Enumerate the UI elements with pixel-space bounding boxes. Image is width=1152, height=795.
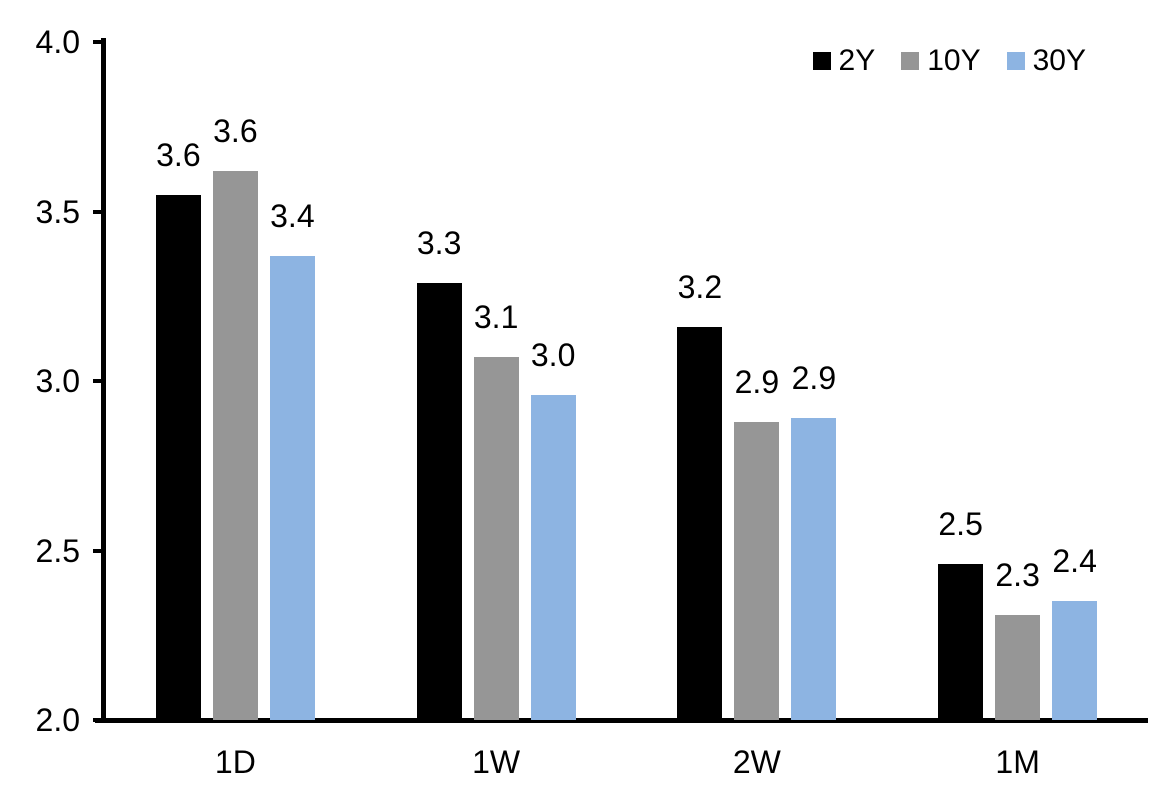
legend-item-2Y: 2Y <box>812 44 876 77</box>
y-axis-tick <box>93 209 106 214</box>
plot-area: 3.6 3.3 3.2 2.5 3.6 3.1 2.9 2.3 3.4 3.0 2.9 2.4 <box>105 42 1148 720</box>
bar-value-label-2Y-1W: 3.3 <box>416 224 462 261</box>
legend-label: 10Y <box>927 44 981 77</box>
bar-10Y-1W <box>473 357 519 720</box>
legend-swatch-icon <box>901 52 920 70</box>
bar-30Y-1D <box>269 255 315 720</box>
y-axis-tick <box>93 40 106 44</box>
legend-label: 2Y <box>838 44 876 77</box>
bar-value-label-30Y-1D: 3.4 <box>270 197 315 234</box>
bar-value-label-10Y-1M: 2.3 <box>995 556 1040 593</box>
y-tick-label: 3.0 <box>35 363 80 399</box>
bar-value-label-10Y-1W: 3.1 <box>473 299 519 336</box>
legend-item-30Y: 30Y <box>1006 44 1086 77</box>
bar-value-label-2Y-2W: 3.2 <box>677 268 723 305</box>
x-category-label-2W: 2W <box>732 744 781 780</box>
bar-10Y-1D <box>212 170 258 720</box>
bar-2Y-1D <box>155 194 201 720</box>
bar-2Y-2W <box>677 326 723 720</box>
y-axis-tick <box>93 718 106 722</box>
y-axis-tick <box>93 379 106 383</box>
bar-value-label-2Y-1M: 2.5 <box>938 506 983 543</box>
x-category-label-1W: 1W <box>472 744 521 780</box>
y-tick-label: 2.0 <box>35 702 80 738</box>
x-category-label-1M: 1M <box>995 744 1040 780</box>
bar-value-label-2Y-1D: 3.6 <box>156 136 201 173</box>
bar-value-label-30Y-2W: 2.9 <box>791 360 837 397</box>
bar-value-label-10Y-1D: 3.6 <box>213 112 258 149</box>
y-tick-label: 3.5 <box>35 193 80 230</box>
y-tick-label: 2.5 <box>35 532 80 569</box>
bar-2Y-1W <box>416 282 462 720</box>
bar-10Y-1M <box>995 614 1041 720</box>
x-category-label-1D: 1D <box>214 744 256 780</box>
legend-item-10Y: 10Y <box>901 44 981 77</box>
y-tick-label: 4.0 <box>35 24 80 60</box>
x-axis-line <box>95 718 1148 723</box>
legend: 2Y 10Y 30Y <box>812 44 1086 77</box>
bar-value-label-30Y-1W: 3.0 <box>530 336 576 373</box>
bar-30Y-1W <box>530 394 576 720</box>
bar-30Y-1M <box>1052 601 1098 720</box>
bar-value-label-10Y-2W: 2.9 <box>734 363 780 400</box>
legend-label: 30Y <box>1032 44 1086 77</box>
bar-value-label-30Y-1M: 2.4 <box>1052 543 1097 580</box>
bar-10Y-2W <box>734 421 780 720</box>
legend-swatch-icon <box>812 52 831 70</box>
y-axis-tick <box>93 548 106 553</box>
bar-2Y-1M <box>938 564 984 720</box>
bar-30Y-2W <box>791 418 837 720</box>
legend-swatch-icon <box>1006 52 1025 70</box>
